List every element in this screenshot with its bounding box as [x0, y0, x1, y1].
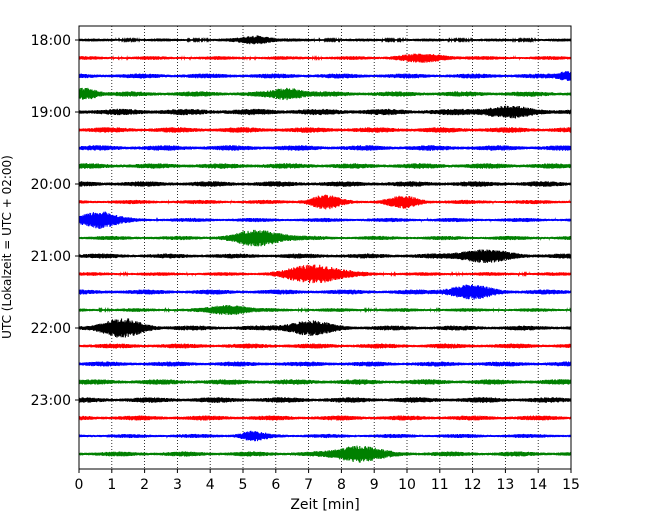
x-tick-label: 6	[271, 477, 280, 493]
trace-2345	[78, 445, 572, 463]
trace-1815	[78, 53, 572, 63]
trace-1845	[78, 87, 572, 101]
y-tick-label: 22:00	[31, 321, 71, 337]
trace-1830	[78, 71, 572, 81]
trace-1915	[78, 127, 572, 133]
y-axis-label: UTC (Lokalzeit = UTC + 02:00)	[0, 155, 14, 339]
trace-2315	[78, 415, 572, 421]
trace-1900	[78, 105, 572, 119]
trace-2200	[78, 318, 572, 338]
trace-1930	[78, 145, 572, 151]
x-tick-label: 12	[464, 477, 482, 493]
trace-2100	[78, 249, 572, 264]
seismic-traces	[78, 35, 572, 463]
trace-2145	[78, 305, 572, 315]
trace-2015	[78, 194, 572, 210]
trace-2030	[78, 211, 572, 229]
trace-2330	[78, 430, 572, 442]
plot-background	[79, 26, 571, 469]
y-tick-label: 20:00	[31, 177, 71, 193]
trace-2300	[78, 397, 572, 403]
trace-2045	[78, 229, 572, 247]
x-tick-label: 10	[398, 477, 416, 493]
trace-2000	[78, 181, 572, 187]
x-tick-label: 14	[529, 477, 547, 493]
plot-frame	[78, 25, 572, 470]
y-tick-label: 18:00	[31, 33, 71, 49]
x-tick-label: 8	[337, 477, 346, 493]
x-axis-ticks: 0 1 2 3 4 5 6 7 8 9 10 11 12 13 14 15	[75, 469, 580, 493]
grid-lines	[111, 26, 539, 469]
trace-2245	[78, 379, 572, 385]
x-tick-label: 9	[370, 477, 379, 493]
x-tick-label: 3	[173, 477, 182, 493]
x-tick-label: 13	[496, 477, 514, 493]
trace-2115	[78, 264, 572, 284]
trace-2215	[78, 343, 572, 349]
x-tick-label: 11	[431, 477, 449, 493]
trace-1945	[78, 163, 572, 169]
y-tick-label: 21:00	[31, 249, 71, 265]
trace-2230	[78, 361, 572, 367]
y-tick-label: 23:00	[31, 393, 71, 409]
x-tick-label: 15	[562, 477, 580, 493]
x-axis-label: Zeit [min]	[290, 497, 359, 513]
x-tick-label: 4	[206, 477, 215, 493]
trace-2130	[78, 284, 572, 300]
x-tick-label: 0	[75, 477, 84, 493]
x-tick-label: 5	[239, 477, 248, 493]
y-tick-label: 19:00	[31, 105, 71, 121]
x-tick-label: 2	[140, 477, 149, 493]
trace-1800	[78, 35, 572, 45]
x-tick-label: 1	[107, 477, 116, 493]
x-tick-label: 7	[304, 477, 313, 493]
y-axis-ticks: 18:00 19:00 20:00 21:00 22:00 23:00	[31, 33, 79, 409]
